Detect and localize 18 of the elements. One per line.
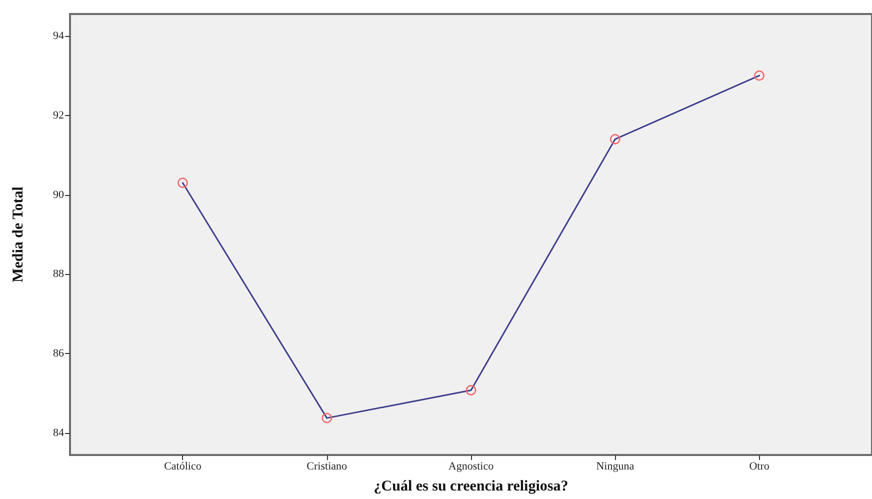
y-tick-label: 92	[53, 109, 64, 122]
y-tick-label: 94	[53, 30, 64, 42]
y-tick-label: 88	[53, 268, 64, 280]
x-tick-label: Católico	[164, 460, 202, 472]
x-tick-label: Cristiano	[306, 460, 348, 472]
y-tick-label: 86	[53, 348, 64, 360]
point	[178, 178, 188, 188]
point	[322, 412, 332, 424]
point	[466, 385, 476, 396]
point	[754, 70, 764, 81]
y-tick-label: 84	[53, 427, 64, 440]
y-axis-title: Media de Total	[10, 186, 26, 282]
x-tick-label: Agnostico	[448, 460, 494, 472]
point	[610, 134, 620, 144]
x-axis-title: ¿Cuál es su creencia religiosa?	[374, 478, 568, 494]
x-tick-label: Ninguna	[596, 460, 634, 472]
y-tick-label: 90	[53, 188, 64, 201]
x-tick-label: Otro	[749, 460, 770, 472]
